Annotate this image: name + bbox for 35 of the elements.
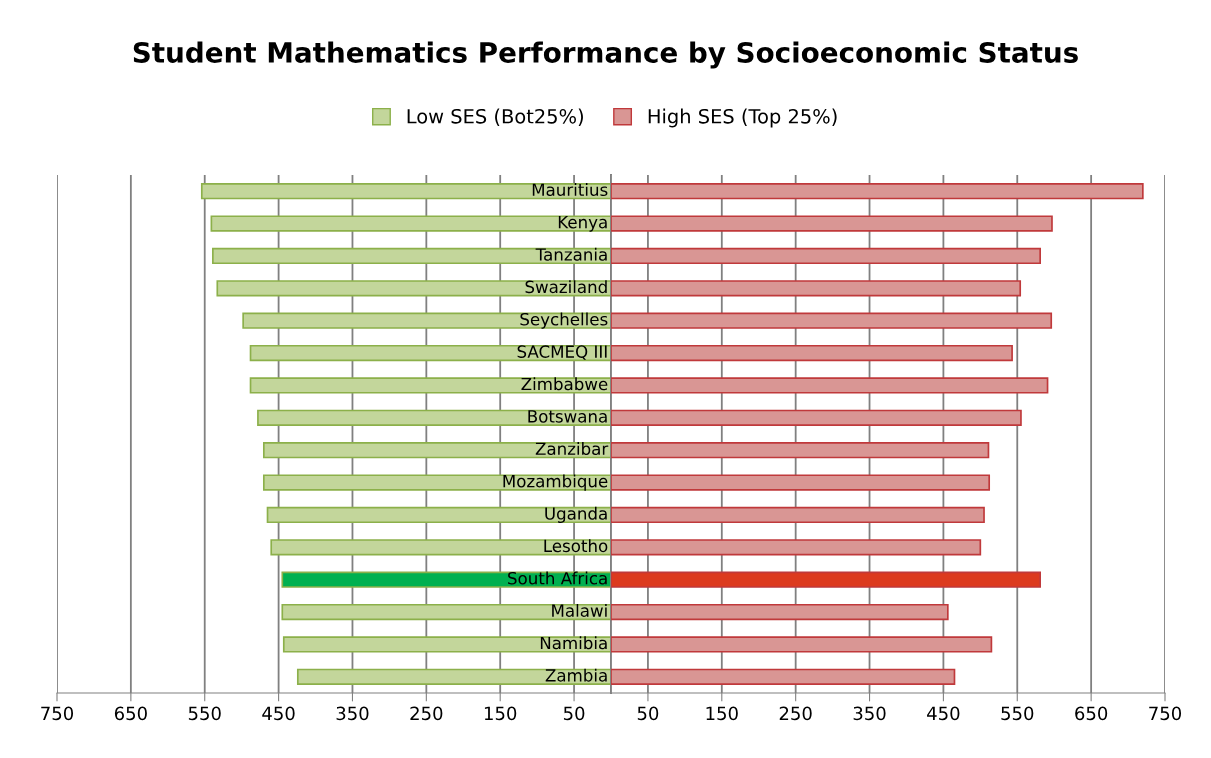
x-tick-label: 250: [779, 706, 812, 721]
y-tick-label: Namibia: [540, 636, 607, 650]
y-tick-label: Botswana: [528, 410, 607, 423]
x-tick-label: 350: [853, 706, 886, 721]
y-tick-label: Mozambique: [503, 474, 608, 491]
x-tick-label: 150: [706, 706, 738, 721]
x-tick-label: 650: [114, 706, 147, 721]
chart-title: Student Mathematics Performance by Socioeconomic Status: [133, 41, 1078, 69]
x-tick-label: 550: [1001, 706, 1034, 721]
x-tick-label: 750: [41, 706, 74, 721]
x-tick-label: 50: [563, 706, 585, 721]
x-tick-label: 350: [336, 706, 369, 721]
x-tick-label: 250: [410, 706, 443, 721]
y-tick-label: Lesotho: [544, 539, 608, 553]
x-tick-label: 750: [1149, 706, 1182, 721]
x-tick-label: 650: [1075, 706, 1108, 721]
y-tick-label: Malawi: [552, 604, 607, 617]
x-tick-label: 50: [637, 706, 659, 721]
y-tick-label: Mauritius: [532, 183, 608, 197]
legend-label: Low SES (Bot25%): [407, 108, 583, 126]
x-tick-label: 450: [262, 706, 295, 721]
x-tick-label: 550: [188, 706, 221, 721]
x-tick-label: 150: [484, 706, 517, 721]
y-tick-label: South Africa: [508, 571, 607, 585]
y-tick-label: Zimbabwe: [521, 377, 608, 391]
y-tick-label: Zambia: [545, 668, 607, 682]
y-tick-label: Uganda: [545, 506, 607, 523]
y-tick-label: Seychelles: [520, 312, 608, 329]
y-tick-label: SACMEQ III: [517, 345, 607, 360]
y-tick-label: Zanzibar: [535, 442, 609, 456]
x-tick-label: 450: [927, 706, 960, 721]
y-tick-label: Swaziland: [525, 280, 607, 294]
y-tick-label: Tanzania: [535, 247, 607, 261]
legend-label: High SES (Top 25%): [648, 108, 837, 128]
y-tick-label: Kenya: [558, 216, 607, 232]
